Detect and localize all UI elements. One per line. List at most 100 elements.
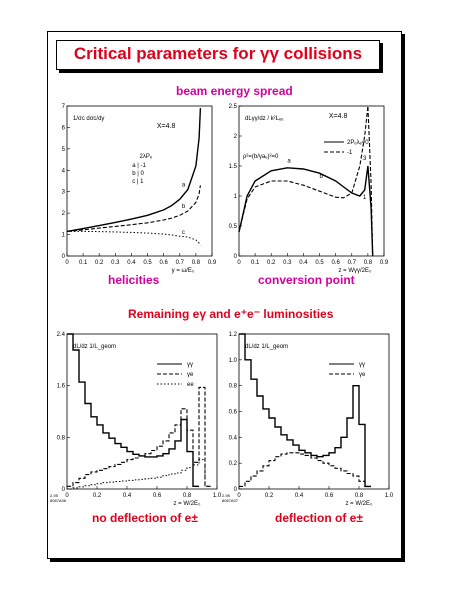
y-axis-label: 1/σc dσc/dy [73,116,104,122]
y-tick-label: 1.6 [57,384,66,390]
y-tick-label: 4 [62,168,66,174]
x-tick-label: 0.3 [111,260,120,266]
y-tick-label: 0.6 [229,410,238,416]
series-line-2 [238,105,374,257]
y-tick-label: 0.8 [229,384,238,390]
annotation-curve-a: a [287,158,291,164]
annotation-legend-row: c | 1 [132,179,144,185]
y-tick-label: 0 [62,487,66,493]
y-tick-label: 0 [62,254,66,260]
annotation-legend-row: b | 0 [132,171,144,177]
plot-footnote: 2-95 [222,493,231,498]
legend-label: 2Pₑλₑ=0 [347,140,369,146]
x-tick-label: 0.9 [208,260,217,266]
caption-remaining-luminosities: Remaining eγ and e⁺e⁻ luminosities [128,307,334,321]
curve-label: a [182,183,186,189]
x-axis-label: y = ω/E₀ [172,268,195,274]
y-tick-label: 1 [234,194,238,200]
x-tick-label: 0.6 [331,260,340,266]
series-line-3 [67,230,201,246]
annotation-curve-b: b [320,174,324,180]
x-tick-label: 0 [65,493,69,499]
annotation-x: X=4.8 [329,113,348,120]
x-tick-label: 0.2 [95,260,104,266]
chart-deflection: 0 0.2 0.4 0.6 0.8 1.0 0 0.2 0.4 0.6 0.8 1.0 1.2 z = W… [222,332,394,507]
x-tick-label: 0.2 [265,493,274,499]
x-tick-label: 0.8 [192,260,201,266]
chart-no-deflection: 0 0.2 0.4 0.6 0.8 1.0 0 0.8 1.6 2.4 z = W/2E₀ dL/dz… [50,332,222,507]
x-tick-label: 1.0 [213,493,222,499]
x-axis-label: z = W/2E₀ [174,501,202,507]
x-tick-label: 0.6 [325,493,334,499]
plot-footnote: 8067A06 [50,498,67,503]
chart-conversion-point: 0 0.1 0.2 0.3 0.4 0.5 0.6 0.7 0.8 0.9 0 0.5 1 1.5 2 2.5… [229,104,389,274]
x-tick-label: 0 [65,260,69,266]
y-tick-label: 3 [62,190,66,196]
x-tick-label: 0.6 [153,493,162,499]
x-tick-label: 0.1 [79,260,88,266]
y-tick-label: 0.2 [229,461,238,467]
x-axis-label: z = Wγγ/2E₀ [339,268,373,274]
plot-frame [238,333,390,490]
y-tick-label: 0.5 [229,224,238,230]
annotation-rho: ρ²=(b/γaₑ)²=0 [243,154,279,160]
y-tick-label: 1.2 [229,332,238,338]
x-axis-label: z = W/2E₀ [346,501,374,507]
slide-frame [47,31,402,559]
y-tick-label: 5 [62,147,66,153]
curve-label: b [182,204,186,210]
x-tick-label: 0.8 [364,260,373,266]
x-tick-label: 0.4 [299,260,308,266]
y-axis-label: dL/dz 1/L_geom [73,344,116,350]
series-line-3 [67,459,211,490]
legend-label: -1 [347,150,353,156]
x-tick-label: 0.9 [380,260,389,266]
caption-deflection: deflection of e± [275,511,363,525]
series-line-1 [67,333,199,487]
plot-footnote: 2-95 [50,493,59,498]
x-tick-label: 0.8 [183,493,192,499]
x-tick-label: 0.7 [176,260,185,266]
x-tick-label: 0.4 [123,493,132,499]
plot-frame [66,105,213,257]
x-tick-label: 0.2 [267,260,276,266]
chart-helicities: 0 0.1 0.2 0.3 0.4 0.5 0.6 0.7 0.8 0.9 0 1 2 3 4 5 6 7 y = … [62,104,217,274]
series-line-1 [238,165,374,257]
x-tick-label: 0.6 [159,260,168,266]
y-tick-label: 0 [234,487,238,493]
annotation-legend-head: 2λPₑ [140,154,153,160]
caption-conversion-point: conversion point [258,273,355,287]
plot-frame [238,105,385,257]
x-tick-label: 0.5 [143,260,152,266]
y-tick-label: 2 [234,134,238,140]
x-tick-label: 0.1 [251,260,260,266]
annotation-curve-3: 3 [363,156,367,162]
x-tick-label: 0.3 [283,260,292,266]
y-tick-label: 2.5 [229,104,238,110]
y-tick-label: 0.4 [229,435,238,441]
y-tick-label: 6 [62,125,66,131]
x-tick-label: 1.0 [385,493,394,499]
x-tick-label: 0.5 [315,260,324,266]
y-tick-label: 2.4 [57,332,66,338]
x-tick-label: 0 [237,260,241,266]
y-tick-label: 0.8 [57,435,66,441]
annotation-legend-row: a | -1 [132,163,146,169]
plot-footnote: 8067A07 [222,498,239,503]
x-tick-label: 0.8 [355,493,364,499]
legend-label: ee [187,382,194,388]
x-tick-label: 0.2 [93,493,102,499]
legend-label: γγ [359,362,365,368]
legend-label: γe [359,372,366,378]
x-tick-label: 0.7 [348,260,357,266]
page-title: Critical parameters for γγ collisions [73,44,363,63]
y-tick-label: 1 [62,233,66,239]
series-line-2 [67,386,211,487]
plot-frame [66,333,218,490]
annotation-x: X=4.8 [157,123,176,130]
annotation-curve-1: 1 [363,195,367,201]
legend-label: γγ [187,362,193,368]
caption-beam-energy-spread: beam energy spread [176,84,293,98]
y-tick-label: 2 [62,211,66,217]
x-tick-label: 0.4 [127,260,136,266]
